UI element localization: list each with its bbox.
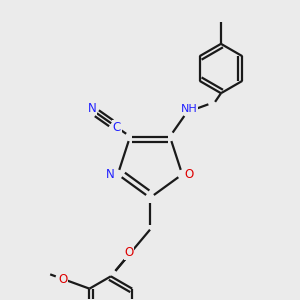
Text: C: C: [113, 121, 121, 134]
Text: N: N: [106, 168, 115, 181]
Text: NH: NH: [181, 104, 197, 114]
Text: N: N: [88, 102, 97, 115]
Text: O: O: [185, 168, 194, 181]
Text: O: O: [59, 273, 68, 286]
Text: O: O: [124, 246, 134, 259]
